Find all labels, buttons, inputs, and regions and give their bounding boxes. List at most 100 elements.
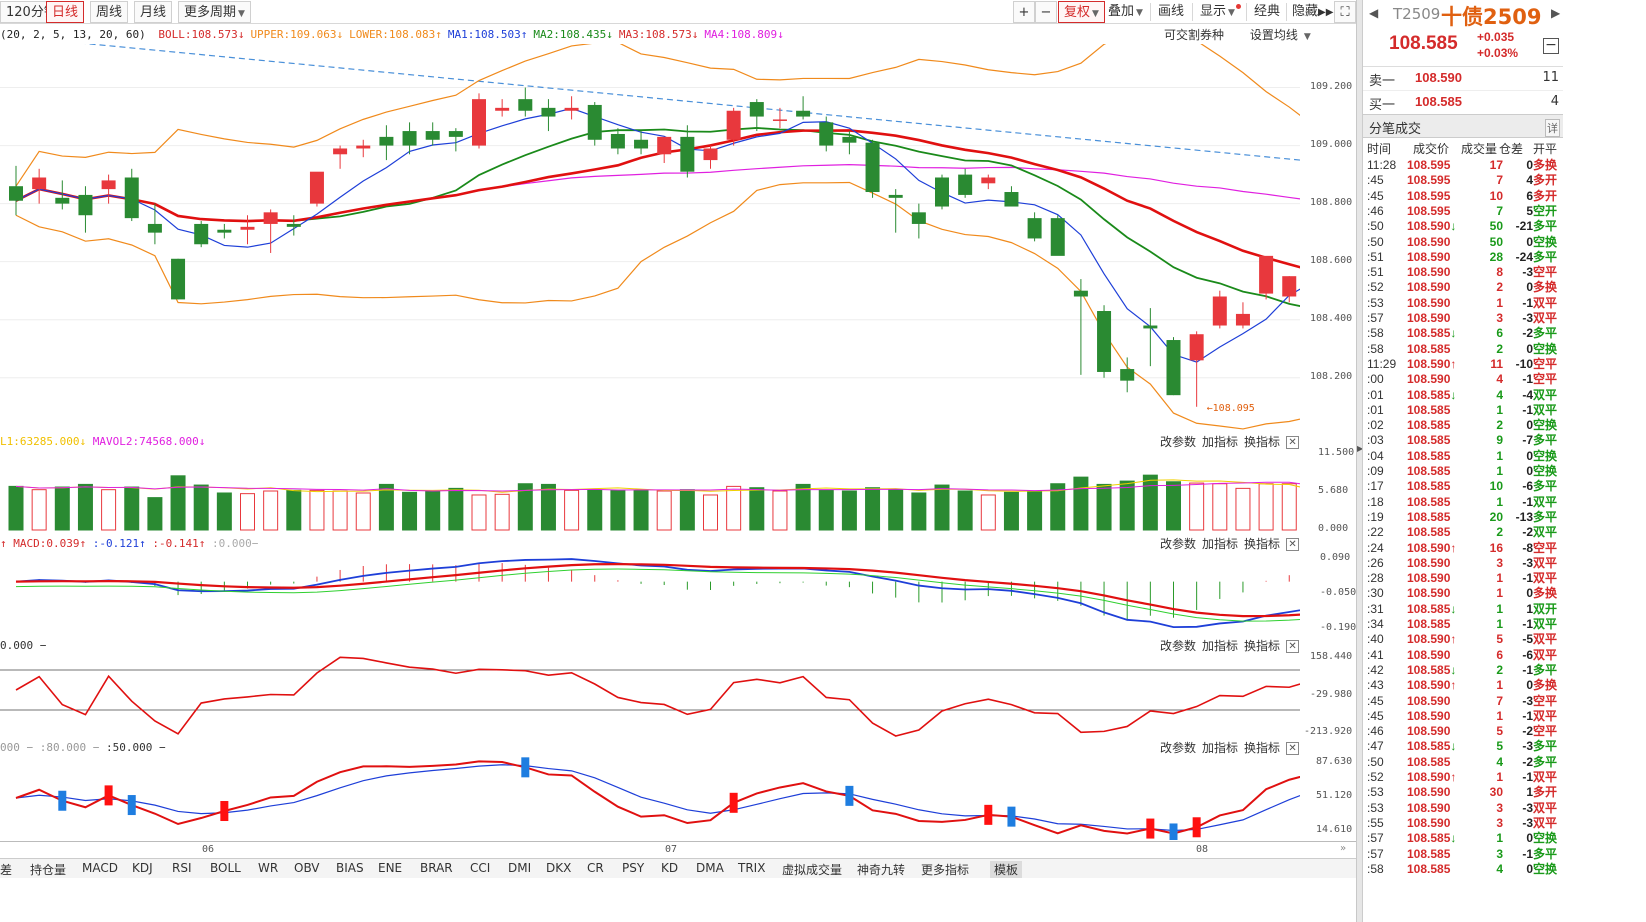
indicator-tab[interactable]: BOLL xyxy=(210,861,241,875)
indicator-tab[interactable]: BRAR xyxy=(420,861,453,875)
zoom-in-button[interactable]: + xyxy=(1013,1,1035,23)
tick-time: :42 xyxy=(1367,662,1384,677)
draw-line-button[interactable]: 画线 xyxy=(1158,1,1184,23)
price-tick: 108.800 xyxy=(1310,196,1353,208)
indicator-tab[interactable]: 模板 xyxy=(990,861,1023,878)
indicator-tab[interactable]: ENE xyxy=(378,861,403,875)
indicator-tab[interactable]: 差 xyxy=(0,863,13,877)
close-icon[interactable]: ✕ xyxy=(1286,538,1300,551)
tick-oi-change: -3 xyxy=(1522,555,1533,570)
macd-tick: 0.090 xyxy=(1320,552,1351,564)
collapse-button[interactable]: − xyxy=(1543,38,1559,54)
arrow-down-icon: ↓ xyxy=(1450,739,1457,754)
fullscreen-button[interactable]: ⛶ xyxy=(1334,1,1356,23)
indicator-tab[interactable]: DMI xyxy=(508,861,532,875)
indicator-tab[interactable]: CCI xyxy=(470,861,491,875)
switch-indicator-button[interactable]: 换指标 xyxy=(1244,537,1281,551)
indicator-tab[interactable]: DKX xyxy=(546,861,572,875)
zoom-out-button[interactable]: − xyxy=(1035,1,1057,23)
period-daily-tab[interactable]: 日线 xyxy=(46,1,85,23)
display-dropdown[interactable]: 显示 ▼ xyxy=(1200,1,1241,23)
indicator-tab[interactable]: WR xyxy=(258,861,279,875)
tick-price: 108.595 xyxy=(1407,188,1451,203)
add-indicator-button[interactable]: 加指标 xyxy=(1202,435,1239,449)
tick-volume: 1 xyxy=(1496,571,1503,586)
adjust-dropdown[interactable]: 复权 ▼ xyxy=(1058,1,1105,23)
close-icon[interactable]: ✕ xyxy=(1286,742,1300,755)
add-indicator-button[interactable]: 加指标 xyxy=(1202,537,1239,551)
price-chart[interactable]: ←108.095 xyxy=(0,44,1300,430)
switch-indicator-button[interactable]: 换指标 xyxy=(1244,741,1281,755)
details-button[interactable]: 详 xyxy=(1545,119,1560,137)
indicator-tab[interactable]: DMA xyxy=(696,861,724,875)
add-indicator-button[interactable]: 加指标 xyxy=(1202,639,1239,653)
macd-dea-line xyxy=(15,563,1300,618)
edit-params-button[interactable]: 改参数 xyxy=(1160,435,1197,449)
switch-indicator-button[interactable]: 换指标 xyxy=(1244,435,1281,449)
volume-bar xyxy=(841,490,857,531)
overlay-dropdown[interactable]: 叠加 ▼ xyxy=(1108,1,1143,23)
indicator-tab[interactable]: BIAS xyxy=(336,861,364,875)
double-chevron-right-icon[interactable]: » xyxy=(1340,843,1347,854)
tick-volume: 1 xyxy=(1496,617,1503,631)
volume-chart[interactable] xyxy=(0,450,1300,534)
hide-button[interactable]: 隐藏▶▶ xyxy=(1292,1,1333,23)
cci-chart[interactable] xyxy=(0,654,1300,738)
period-monthly-tab[interactable]: 月线 xyxy=(134,1,173,23)
col-open-close: 开平 xyxy=(1533,142,1558,156)
classic-label: 经典 xyxy=(1254,4,1281,19)
tick-price: 108.585↓ xyxy=(1407,662,1457,677)
prev-contract-icon[interactable]: ◀ xyxy=(1369,6,1379,20)
tick-time: :45 xyxy=(1367,693,1384,708)
arrow-down-icon: ↓ xyxy=(1450,326,1457,341)
dash-icon: − xyxy=(251,537,259,550)
more-periods-dropdown[interactable]: 更多周期 ▼ xyxy=(178,1,251,23)
indicator-tab[interactable]: TRIX xyxy=(738,861,766,875)
tick-time: :50 xyxy=(1367,219,1384,234)
macd-chart[interactable] xyxy=(0,552,1300,636)
edit-params-button[interactable]: 改参数 xyxy=(1160,741,1197,755)
panel-splitter[interactable]: ▶ xyxy=(1356,0,1364,922)
classic-button[interactable]: 经典 xyxy=(1254,1,1280,23)
tick-time: :22 xyxy=(1367,525,1384,540)
dash-icon: − xyxy=(152,741,166,754)
switch-indicator-button[interactable]: 换指标 xyxy=(1244,639,1281,653)
ma-settings-dropdown[interactable]: 设置均线 ▼ xyxy=(1244,28,1311,42)
tick-time: :52 xyxy=(1367,770,1384,784)
period-weekly-tab[interactable]: 周线 xyxy=(90,1,129,23)
tick-open-close: 空平 xyxy=(1533,356,1558,371)
edit-params-button[interactable]: 改参数 xyxy=(1160,537,1197,551)
indicator-tab[interactable]: 虚拟成交量 xyxy=(782,863,843,877)
edit-params-button[interactable]: 改参数 xyxy=(1160,639,1197,653)
tick-time: :17 xyxy=(1367,479,1384,494)
tick-open-close: 多平 xyxy=(1533,479,1558,494)
next-contract-icon[interactable]: ▶ xyxy=(1551,6,1561,20)
deliverable-bonds-button[interactable]: 可交割券种 xyxy=(1164,28,1225,42)
indicator-tab[interactable]: MACD xyxy=(82,861,118,875)
contract-code: T2509 xyxy=(1393,5,1441,23)
indicator-tab[interactable]: KDJ xyxy=(132,861,153,875)
indicator-tab[interactable]: PSY xyxy=(622,861,645,875)
close-icon[interactable]: ✕ xyxy=(1286,436,1300,449)
last-price: 108.585 xyxy=(1389,33,1458,54)
close-icon[interactable]: ✕ xyxy=(1286,640,1300,653)
indicator-tab[interactable]: OBV xyxy=(294,861,320,875)
indicator-tab[interactable]: CR xyxy=(587,861,604,875)
add-indicator-button[interactable]: 加指标 xyxy=(1202,741,1239,755)
kdj-chart[interactable] xyxy=(0,756,1300,840)
indicator-tab[interactable]: RSI xyxy=(172,861,192,875)
indicator-tab[interactable]: 更多指标 xyxy=(921,863,970,877)
collapse-arrow-icon[interactable]: ▶ xyxy=(1357,444,1364,453)
tick-volume: 16 xyxy=(1489,540,1503,555)
candle-down xyxy=(379,136,394,146)
tick-volume: 3 xyxy=(1496,800,1503,815)
indicator-tab[interactable]: KD xyxy=(661,861,679,875)
indicator-tab[interactable]: 持仓量 xyxy=(30,863,67,877)
indicator-tab[interactable]: 神奇九转 xyxy=(857,863,906,877)
divider xyxy=(1363,66,1563,67)
ask-volume: 11 xyxy=(1542,70,1559,85)
tick-time: :55 xyxy=(1367,815,1384,830)
kdj-d-line xyxy=(15,764,1300,832)
tick-price: 108.585 xyxy=(1407,479,1451,494)
